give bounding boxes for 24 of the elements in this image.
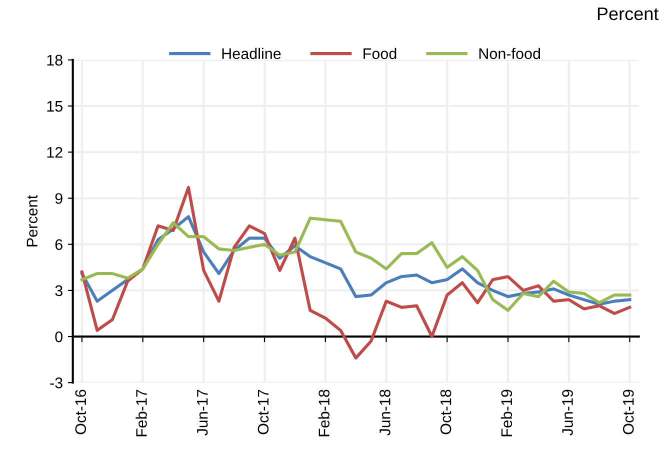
x-tick-label: Jun-18 bbox=[380, 390, 390, 436]
x-tick-label: Oct-17 bbox=[258, 390, 269, 434]
y-axis-title: Percent bbox=[26, 195, 38, 246]
text: Percent bbox=[598, 8, 659, 20]
x-tick-label: Oct-18 bbox=[440, 390, 452, 434]
x-tick-label: Jun-19 bbox=[562, 390, 573, 436]
x-tick-label: Feb-17 bbox=[136, 390, 147, 436]
x-tick-label: Feb-18 bbox=[318, 390, 330, 436]
y-tick-label: 0 bbox=[55, 331, 62, 342]
y-tick-label: 15 bbox=[47, 101, 62, 112]
y-tick-label: 6 bbox=[55, 239, 62, 250]
y-tick-label: 18 bbox=[47, 54, 62, 66]
legend-label: Food bbox=[364, 48, 396, 60]
legend-label: Non-food bbox=[479, 48, 540, 60]
x-tick-label: Oct-16 bbox=[75, 390, 86, 434]
x-tick-label: Feb-19 bbox=[500, 390, 512, 436]
y-tick-label: 3 bbox=[55, 285, 62, 296]
y-tick-label: 9 bbox=[55, 193, 62, 204]
y-tick-label: 12 bbox=[47, 147, 62, 158]
y-tick-label: -3 bbox=[50, 378, 62, 388]
line-series bbox=[80, 186, 632, 360]
legend-label: Headline bbox=[222, 48, 281, 60]
x-tick-label: Jun-17 bbox=[197, 390, 208, 436]
x-tick-label: Oct-19 bbox=[622, 390, 634, 434]
